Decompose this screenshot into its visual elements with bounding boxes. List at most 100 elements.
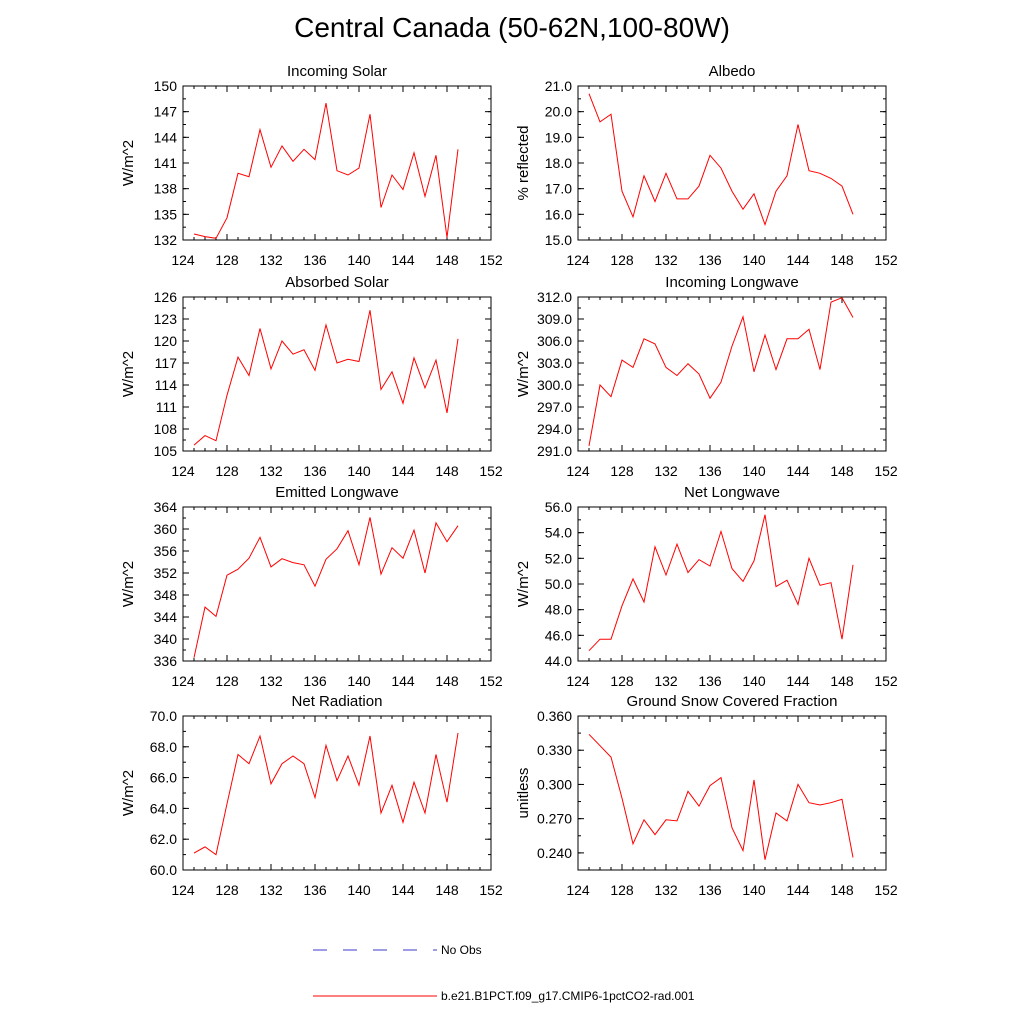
y-tick-label: 111 bbox=[156, 399, 177, 415]
panel-title: Net Radiation bbox=[292, 693, 383, 710]
x-tick-label: 144 bbox=[391, 882, 415, 898]
x-tick-label: 140 bbox=[742, 252, 766, 268]
plot-frame bbox=[577, 715, 887, 871]
series-line bbox=[588, 93, 854, 227]
x-tick-label: 152 bbox=[874, 463, 898, 479]
y-axis-label: W/m^2 bbox=[515, 351, 532, 397]
x-tick-label: 136 bbox=[698, 882, 722, 898]
x-tick-label: 140 bbox=[347, 882, 371, 898]
y-tick-label: 303.0 bbox=[537, 355, 572, 371]
x-tick-label: 136 bbox=[698, 252, 722, 268]
x-tick-label: 152 bbox=[479, 463, 503, 479]
x-tick-label: 148 bbox=[435, 673, 459, 689]
y-tick-label: 135 bbox=[154, 206, 178, 222]
x-tick-label: 128 bbox=[215, 673, 239, 689]
x-tick-label: 144 bbox=[786, 463, 810, 479]
panel-title: Ground Snow Covered Fraction bbox=[627, 693, 838, 710]
x-tick-label: 132 bbox=[654, 673, 678, 689]
y-axis-label: W/m^2 bbox=[120, 770, 137, 816]
x-tick-label: 132 bbox=[654, 252, 678, 268]
x-tick-label: 152 bbox=[479, 882, 503, 898]
y-axis-label: W/m^2 bbox=[120, 561, 137, 607]
y-tick-label: 126 bbox=[154, 289, 178, 305]
series-line bbox=[193, 310, 459, 446]
x-tick-label: 144 bbox=[786, 882, 810, 898]
main-title: Central Canada (50-62N,100-80W) bbox=[294, 12, 730, 43]
x-tick-label: 152 bbox=[479, 252, 503, 268]
y-tick-label: 0.360 bbox=[537, 708, 572, 724]
x-tick-label: 132 bbox=[259, 673, 283, 689]
x-tick-label: 128 bbox=[610, 463, 634, 479]
x-tick-label: 124 bbox=[171, 673, 195, 689]
y-tick-label: 19.0 bbox=[545, 129, 572, 145]
y-tick-label: 348 bbox=[154, 587, 178, 603]
x-tick-label: 148 bbox=[435, 882, 459, 898]
x-tick-label: 128 bbox=[215, 252, 239, 268]
panel-incoming-solar: Incoming Solar 124 128 132 136 140 144 148 152 13… bbox=[120, 63, 503, 268]
y-tick-label: 15.0 bbox=[545, 232, 572, 248]
y-tick-label: 18.0 bbox=[545, 155, 572, 171]
plot-frame bbox=[182, 506, 492, 662]
y-tick-label: 0.240 bbox=[537, 845, 572, 861]
y-tick-label: 150 bbox=[154, 78, 178, 94]
x-tick-label: 148 bbox=[830, 463, 854, 479]
y-tick-label: 0.270 bbox=[537, 811, 572, 827]
panel-title: Albedo bbox=[709, 63, 756, 80]
x-tick-label: 124 bbox=[566, 882, 590, 898]
x-tick-label: 140 bbox=[347, 673, 371, 689]
x-tick-label: 148 bbox=[830, 673, 854, 689]
panel-albedo: Albedo 124 128 132 136 140 144 148 152 15.0 16.0 17… bbox=[515, 63, 898, 268]
y-tick-label: 60.0 bbox=[150, 862, 177, 878]
y-tick-label: 17.0 bbox=[545, 181, 572, 197]
series-line bbox=[193, 732, 459, 856]
panel-title: Absorbed Solar bbox=[285, 274, 388, 291]
y-tick-label: 21.0 bbox=[545, 78, 572, 94]
panel-net-longwave: Net Longwave 124 128 132 136 140 144 148 152 44.0… bbox=[515, 484, 898, 689]
x-tick-label: 144 bbox=[391, 252, 415, 268]
panel-title: Incoming Longwave bbox=[665, 274, 798, 291]
x-tick-label: 136 bbox=[698, 463, 722, 479]
y-axis-label: W/m^2 bbox=[120, 351, 137, 397]
x-tick-label: 132 bbox=[654, 463, 678, 479]
x-tick-label: 124 bbox=[566, 463, 590, 479]
y-tick-label: 344 bbox=[154, 609, 178, 625]
y-tick-label: 44.0 bbox=[545, 653, 572, 669]
y-tick-label: 300.0 bbox=[537, 377, 572, 393]
series-line bbox=[588, 514, 854, 652]
y-tick-label: 309.0 bbox=[537, 311, 572, 327]
x-tick-label: 136 bbox=[303, 882, 327, 898]
x-tick-label: 136 bbox=[303, 252, 327, 268]
y-tick-label: 138 bbox=[154, 181, 178, 197]
x-tick-label: 152 bbox=[479, 673, 503, 689]
y-tick-label: 114 bbox=[155, 377, 178, 393]
panel-net-radiation: Net Radiation 124 128 132 136 140 144 148 152 60.… bbox=[120, 693, 503, 898]
plot-frame bbox=[577, 506, 887, 662]
x-tick-label: 152 bbox=[874, 673, 898, 689]
series-line bbox=[193, 517, 459, 658]
plot-frame bbox=[577, 85, 887, 241]
panel-absorbed-solar: Absorbed Solar 124 128 132 136 140 144 148 152 10… bbox=[120, 274, 503, 479]
x-tick-label: 132 bbox=[259, 882, 283, 898]
x-tick-label: 144 bbox=[786, 252, 810, 268]
y-tick-label: 356 bbox=[154, 543, 178, 559]
y-tick-label: 66.0 bbox=[150, 770, 177, 786]
legend-label: b.e21.B1PCT.f09_g17.CMIP6-1pctCO2-rad.00… bbox=[441, 989, 695, 1003]
x-tick-label: 148 bbox=[830, 882, 854, 898]
x-tick-label: 128 bbox=[215, 882, 239, 898]
y-tick-label: 20.0 bbox=[545, 104, 572, 120]
y-tick-label: 340 bbox=[154, 631, 178, 647]
y-tick-label: 62.0 bbox=[150, 831, 177, 847]
y-tick-label: 64.0 bbox=[150, 800, 177, 816]
y-tick-label: 312.0 bbox=[537, 289, 572, 305]
y-tick-label: 105 bbox=[154, 443, 178, 459]
x-tick-label: 132 bbox=[654, 882, 678, 898]
panel-title: Emitted Longwave bbox=[275, 484, 398, 501]
x-tick-label: 124 bbox=[171, 463, 195, 479]
x-tick-label: 132 bbox=[259, 252, 283, 268]
x-tick-label: 148 bbox=[435, 463, 459, 479]
x-tick-label: 144 bbox=[391, 673, 415, 689]
y-tick-label: 364 bbox=[154, 499, 178, 515]
y-tick-label: 147 bbox=[154, 104, 178, 120]
x-tick-label: 128 bbox=[215, 463, 239, 479]
y-tick-label: 56.0 bbox=[545, 499, 572, 515]
